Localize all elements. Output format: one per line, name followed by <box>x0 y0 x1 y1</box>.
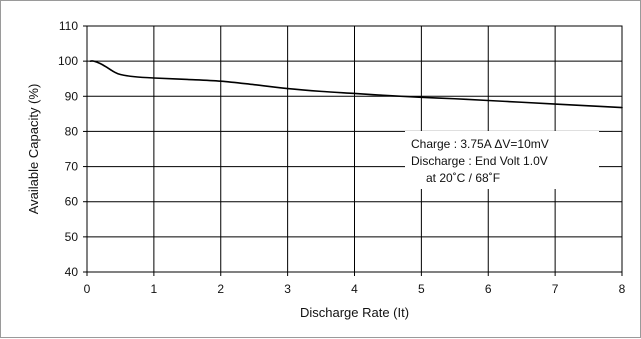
series-group <box>89 60 623 109</box>
x-tick-label-5: 5 <box>418 282 425 296</box>
x-tick-label-3: 3 <box>284 282 291 296</box>
x-tick-label-4: 4 <box>351 282 358 296</box>
x-axis-label: Discharge Rate (It) <box>300 305 409 320</box>
x-tick-label-6: 6 <box>485 282 492 296</box>
y-tick-label-70: 70 <box>65 160 79 174</box>
y-tick-label-50: 50 <box>65 230 79 244</box>
x-tick-label-7: 7 <box>552 282 559 296</box>
annotation-box: Charge : 3.75A ΔV=10mV Discharge : End V… <box>405 131 599 189</box>
y-tick-label-90: 90 <box>65 89 79 103</box>
series-line-0 <box>89 60 623 109</box>
annotation-charge: Charge : 3.75A ΔV=10mV <box>411 137 549 151</box>
y-tick-label-110: 110 <box>59 19 78 33</box>
y-axis-ticks: 40 50 60 70 80 90 100 110 <box>58 19 87 279</box>
x-tick-label-8: 8 <box>619 282 626 296</box>
y-tick-label-60: 60 <box>65 195 79 209</box>
annotation-temperature: at 20˚C / 68˚F <box>426 171 500 185</box>
y-tick-label-80: 80 <box>65 124 79 138</box>
y-tick-label-100: 100 <box>58 54 78 68</box>
x-tick-label-0: 0 <box>84 282 91 296</box>
y-axis-label: Available Capacity (%) <box>26 84 41 215</box>
x-axis-ticks: 0 1 2 3 4 5 6 7 8 <box>84 272 626 296</box>
y-tick-label-40: 40 <box>65 265 79 279</box>
x-tick-label-1: 1 <box>151 282 158 296</box>
annotation-background <box>405 131 599 189</box>
x-tick-label-2: 2 <box>217 282 224 296</box>
annotation-discharge: Discharge : End Volt 1.0V <box>411 154 548 168</box>
